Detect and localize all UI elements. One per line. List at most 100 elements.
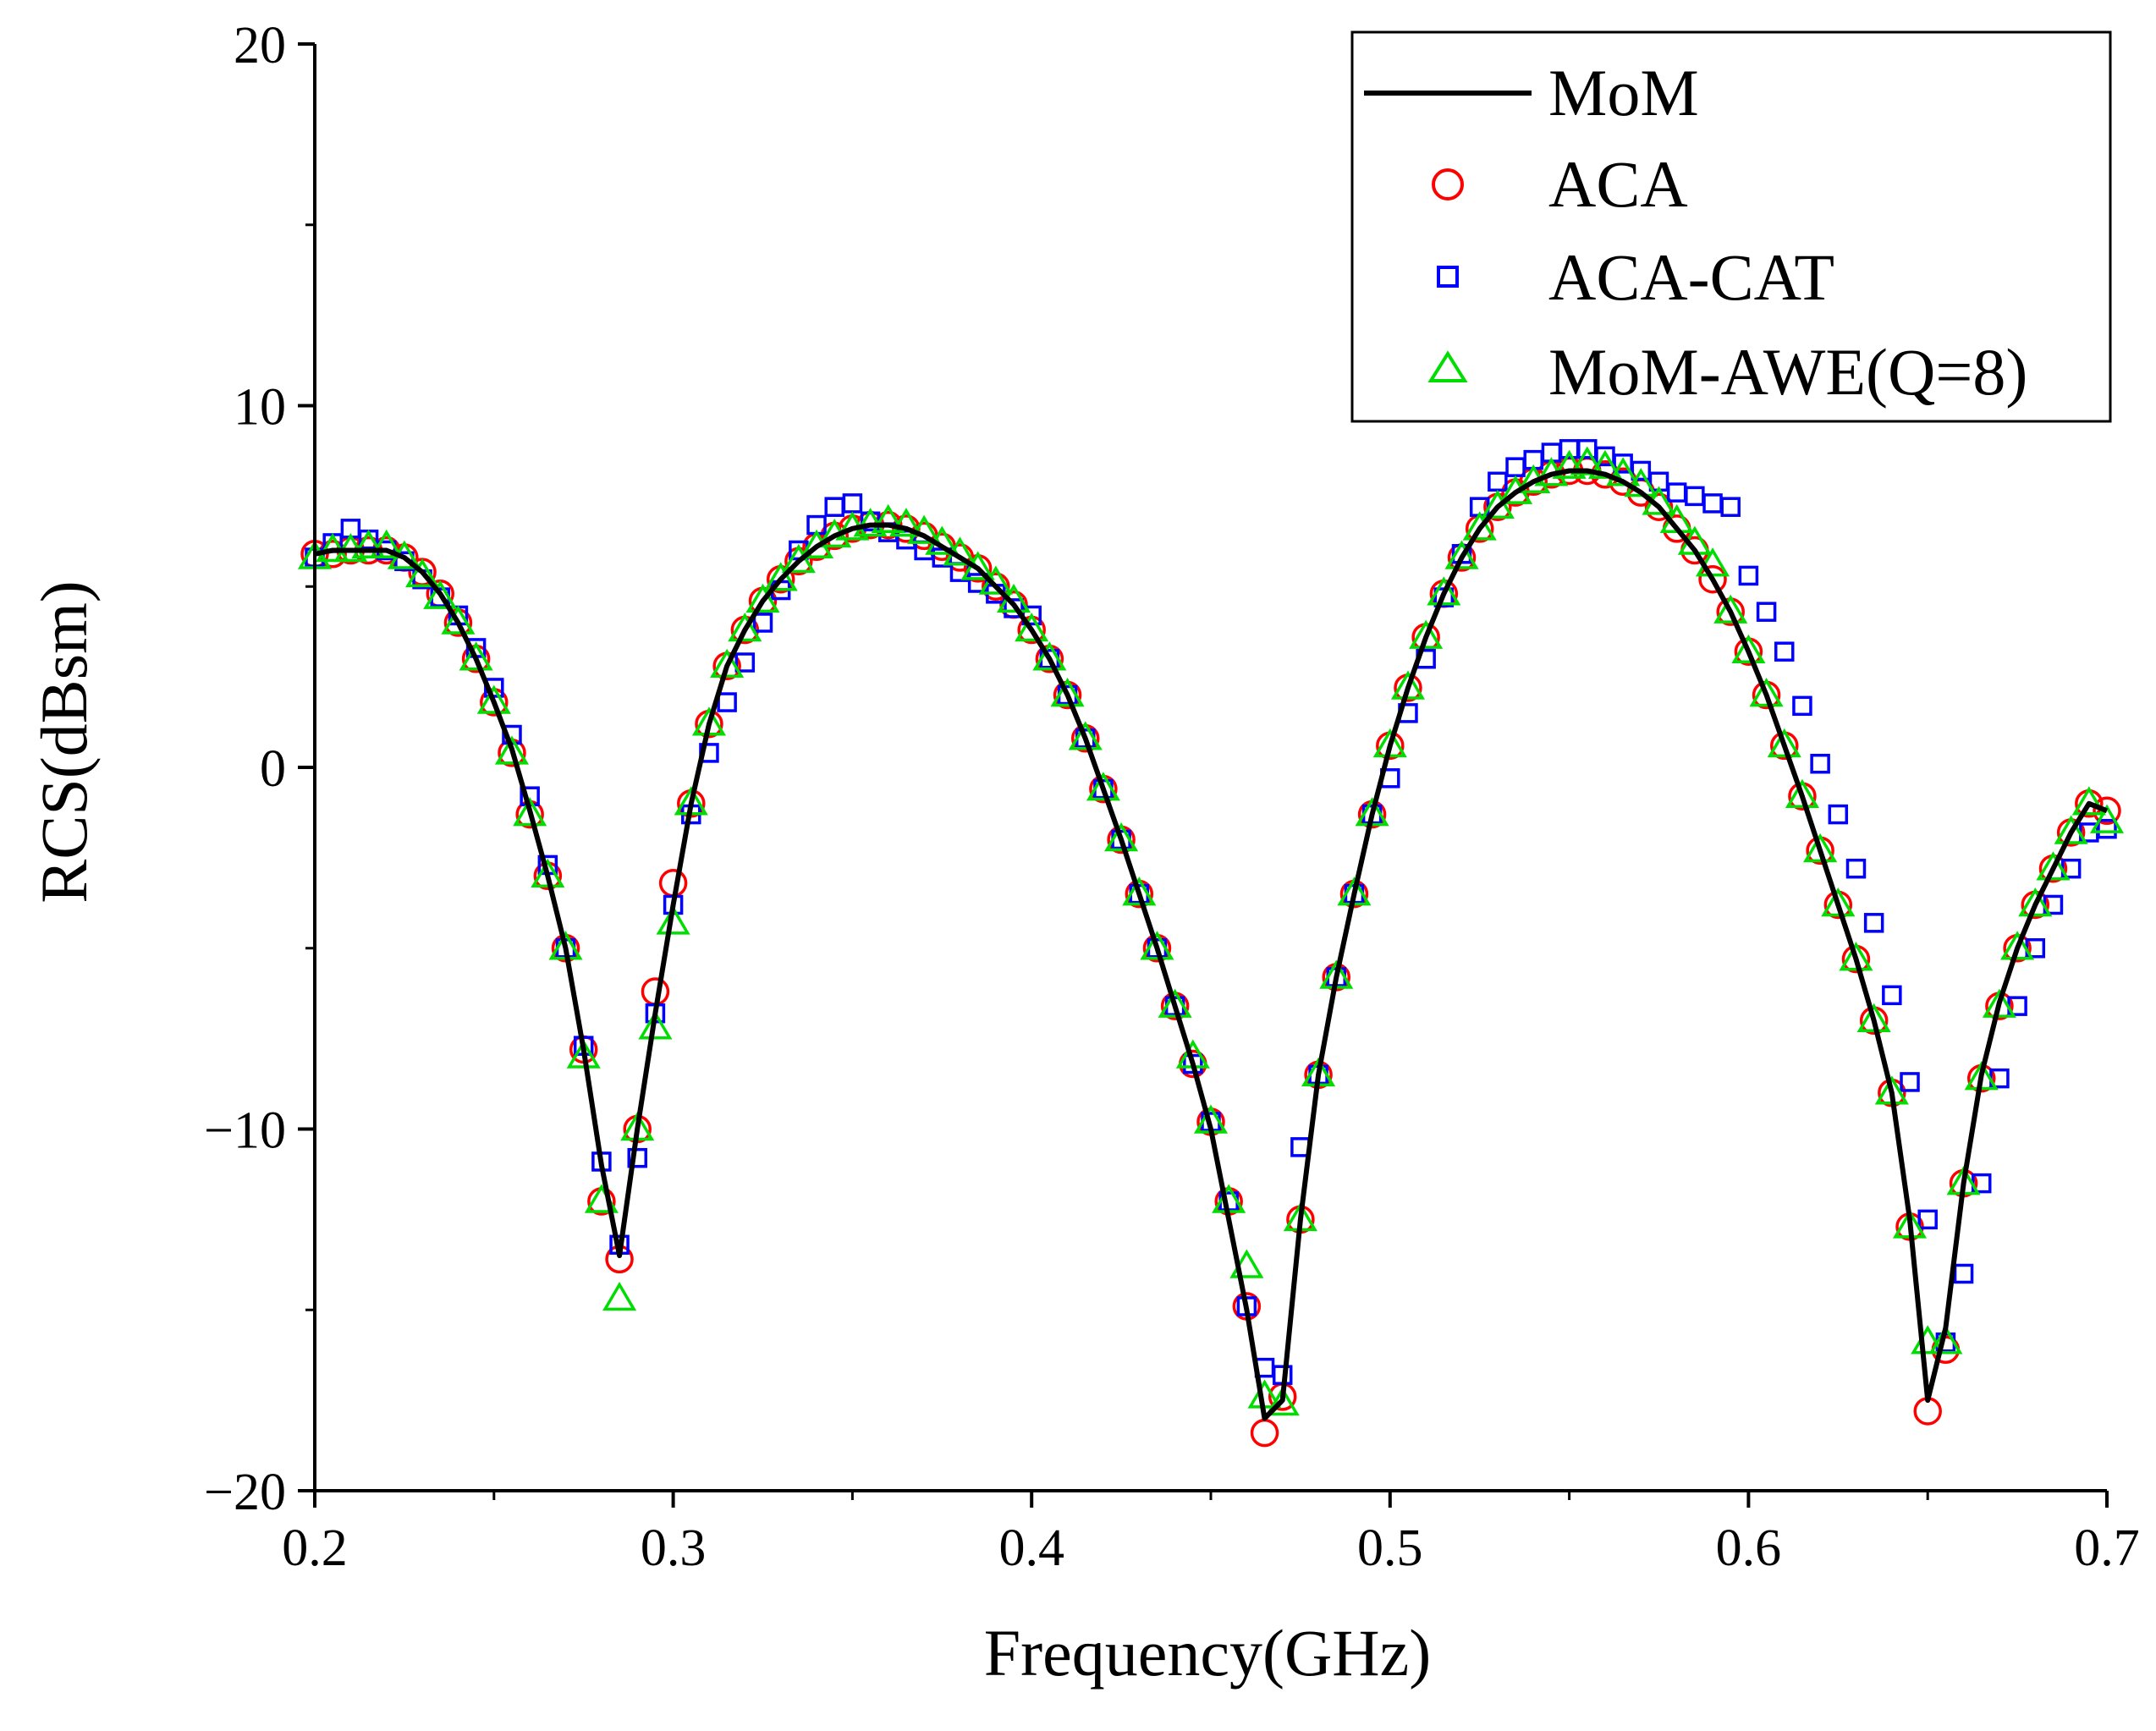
aca-point [1644,492,1674,521]
aca-cat-point [1828,804,1849,825]
mom-awe-point [871,503,905,534]
mom-awe-point [2000,931,2035,960]
mom-awe-point [781,543,816,574]
aca-cat-point [2097,818,2117,839]
legend-mom-label: MoM [1548,56,1699,129]
aca-cat-point [1810,753,1830,774]
aca-cat-point [1863,913,1884,933]
legend-aca-cat-label: ACA-CAT [1548,240,1834,314]
aca-cat-point [1953,1263,1974,1284]
legend-aca-cat-marker [1437,266,1459,288]
mom-awe-point [1158,988,1192,1018]
legend: MoM ACA ACA-CAT MoM-AWE(Q=8) [1350,30,2112,423]
aca-cat-point [1505,457,1526,477]
aca-point [2093,796,2121,826]
mom-awe-point [728,613,762,642]
y-axis-label: RCS(dBsm) [27,580,101,903]
aca-point [1698,564,1727,594]
mom-awe-point [1050,678,1085,707]
aca-point [982,572,1010,601]
x-axis-label: Frequency(GHz) [984,1616,1431,1690]
mom-awe-point [1032,641,1067,671]
mom-awe-point [513,797,547,827]
mom-awe-point [1444,540,1479,569]
mom-awe-point [888,508,923,537]
mom-awe-point [1015,613,1049,642]
mom-awe-point [351,529,386,558]
mom-awe-point [1713,594,1748,624]
mom-awe-point [1570,446,1604,475]
x-tick-label: 0.3 [641,1519,707,1577]
mom-awe-point [2036,851,2071,881]
ticks-layer: 0.2 0.3 0.4 0.5 0.6 0.7 −20 −10 0 10 20 [204,17,2140,1577]
aca-cat-point [1685,486,1705,507]
mom-awe-point [2054,815,2088,844]
x-tick-label: 0.7 [2074,1519,2140,1577]
mom-awe-point [1982,988,2016,1018]
mom-awe-point [459,641,493,671]
mom-awe-point [1390,670,1426,700]
y-tick-label: 0 [260,740,286,798]
mom-awe-point [1427,576,1461,606]
x-tick-label: 0.2 [282,1519,348,1577]
mom-awe-point [1265,1386,1300,1416]
aca-cat-point [1631,460,1652,481]
mom-awe-point [1409,619,1444,649]
series-mom [314,468,2109,1421]
mom-awe-point [2089,804,2125,833]
mom-awe-point [1086,772,1120,801]
x-tick-label: 0.4 [998,1519,1064,1577]
aca-cat-point [1720,497,1741,517]
aca-cat-point [842,493,863,514]
series-layer [297,439,2125,1448]
mom-awe-point [1803,833,1838,863]
aca-cat-point [1756,602,1777,622]
legend-aca-marker [1432,168,1464,201]
y-tick-label: 10 [234,379,286,437]
x-tick-label: 0.6 [1716,1519,1782,1577]
mom-awe-point [1068,721,1103,750]
y-tick-label: −10 [204,1102,286,1160]
aca-cat-point [752,613,773,633]
y-tick-label: 20 [234,17,286,74]
aca-cat-point [717,692,737,712]
aca-cat-point [824,497,844,517]
mom-awe-point [369,529,404,558]
mom-awe-point [710,648,745,679]
mom-awe-point [656,905,690,935]
aca-cat-point [1900,1072,1920,1092]
mom-awe-point [1749,678,1784,707]
aca-cat-point [734,652,756,673]
legend-aca-label: ACA [1548,147,1688,221]
mom-awe-point [476,684,511,714]
aca-cat-point [1702,493,1723,514]
mom-awe-point [1480,489,1515,519]
mom-awe-point [1731,634,1766,663]
mom-awe-point [1122,876,1157,906]
aca-point [1250,1418,1279,1448]
aca-cat-point [1882,985,1902,1006]
mom-awe-point [441,605,476,635]
aca-cat-point [1917,1209,1938,1230]
mom-awe-point [638,1010,673,1040]
mom-awe-point [2018,887,2053,917]
mom-awe-point [745,583,780,613]
mom-awe-point [1462,511,1497,541]
y-tick-label: −20 [204,1464,286,1521]
x-tick-label: 0.5 [1357,1519,1423,1577]
aca-cat-point [1792,695,1812,717]
mom-awe-point [2071,786,2106,816]
aca-cat-point [627,1147,647,1168]
mom-awe-point [423,580,458,609]
mom-awe-point [1839,942,1873,971]
legend-awe-marker [1427,350,1468,382]
mom-awe-point [1928,1325,1963,1355]
aca-cat-point [1845,858,1867,879]
mom-awe-point [1104,822,1139,852]
mom-awe-point [602,1281,637,1311]
mom-awe-point [763,562,798,591]
aca-cat-point [1738,565,1759,586]
mom-awe-point [494,735,530,765]
